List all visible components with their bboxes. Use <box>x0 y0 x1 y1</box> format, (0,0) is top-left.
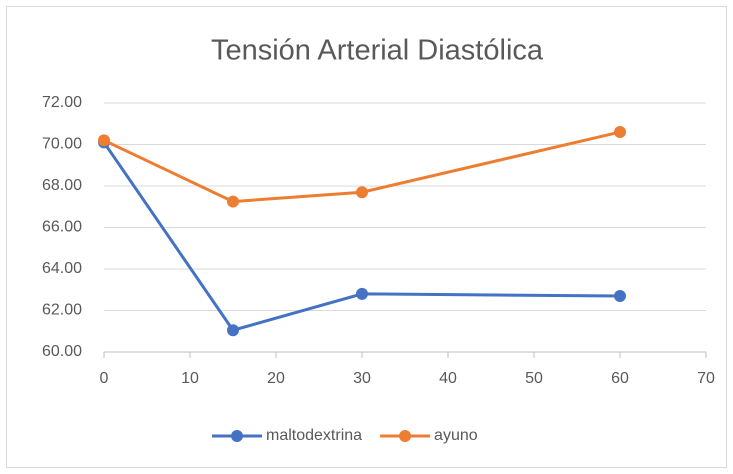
data-point <box>356 287 368 300</box>
x-tick-label: 70 <box>697 370 715 387</box>
legend-label: maltodextrina <box>266 427 362 444</box>
data-point <box>227 195 239 208</box>
series-line <box>103 130 621 204</box>
data-point <box>614 289 626 302</box>
y-tick-label: 60.00 <box>42 343 82 360</box>
chart-border <box>6 6 727 468</box>
x-tick-label: 60 <box>611 370 629 387</box>
y-tick-label: 68.00 <box>42 177 82 194</box>
data-point <box>614 126 626 139</box>
y-tick-label: 62.00 <box>42 302 82 319</box>
data-point <box>98 134 110 147</box>
chart-title: Tensión Arterial Diastólica <box>211 35 544 67</box>
legend-marker <box>399 430 412 442</box>
series-line <box>102 141 621 332</box>
data-point <box>356 186 368 199</box>
data-point <box>227 324 239 337</box>
x-tick-label: 20 <box>267 370 285 387</box>
legend-marker <box>231 430 243 442</box>
legend-label: ayuno <box>434 427 478 444</box>
y-tick-label: 66.00 <box>42 219 82 236</box>
x-tick-label: 0 <box>100 370 109 387</box>
y-tick-label: 64.00 <box>42 260 82 277</box>
y-tick-label: 72.00 <box>42 94 82 111</box>
x-tick-label: 50 <box>525 370 543 387</box>
y-tick-label: 70.00 <box>42 136 82 153</box>
x-tick-label: 40 <box>439 370 457 387</box>
x-tick-label: 10 <box>181 370 199 387</box>
x-tick-label: 30 <box>353 370 371 387</box>
